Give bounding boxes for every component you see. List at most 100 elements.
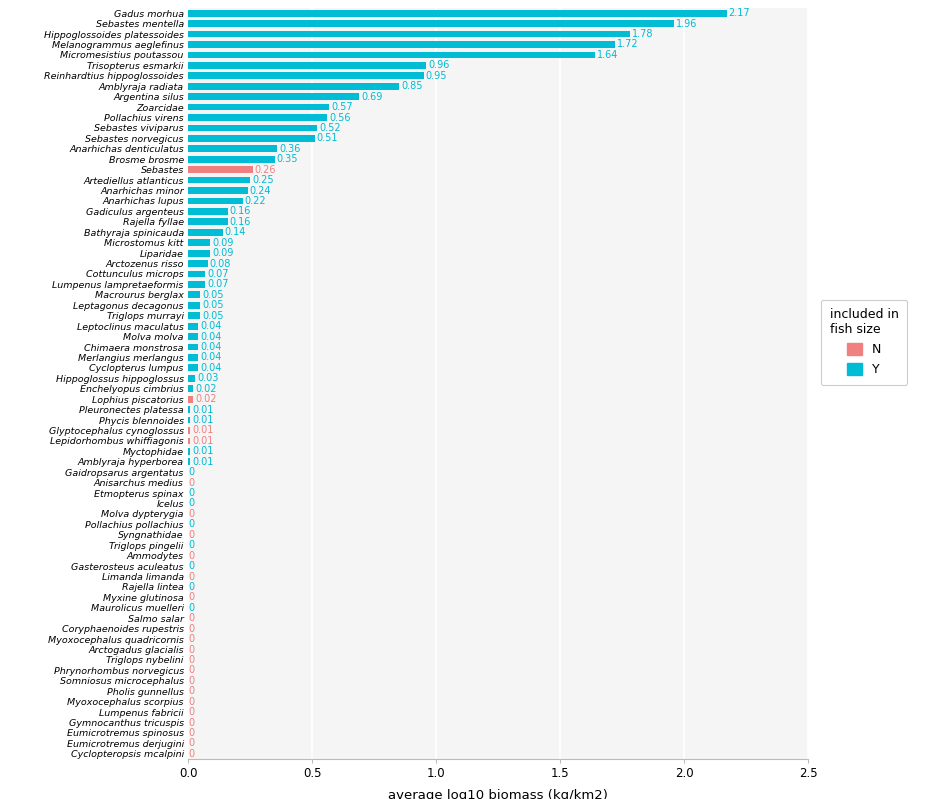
Bar [188,448,191,455]
Text: 0: 0 [189,509,195,519]
Text: 0: 0 [189,697,195,706]
Bar [188,416,191,423]
Text: 0.36: 0.36 [279,144,301,154]
Text: 0.05: 0.05 [202,290,224,300]
Bar [188,52,595,58]
Text: 1.64: 1.64 [597,50,619,60]
Bar [188,250,211,256]
Text: 0: 0 [189,478,195,487]
Text: 0.16: 0.16 [229,206,251,217]
Text: 0.26: 0.26 [255,165,276,175]
Text: 0: 0 [189,655,195,665]
Bar [188,229,223,236]
Text: 0: 0 [189,686,195,696]
Text: 0.24: 0.24 [249,185,271,196]
Text: 0.02: 0.02 [195,394,216,404]
Bar [188,375,196,382]
Text: 0.95: 0.95 [426,71,447,81]
Text: 0.03: 0.03 [197,373,219,384]
Text: 0.57: 0.57 [332,102,353,112]
Bar [188,30,630,38]
Text: 0: 0 [189,488,195,498]
Bar [188,73,424,79]
Bar [188,323,198,329]
Text: 0.52: 0.52 [319,123,340,133]
Text: 0.05: 0.05 [202,300,224,310]
Text: 0.01: 0.01 [193,404,213,415]
Text: 0: 0 [189,582,195,592]
Text: 0: 0 [189,571,195,582]
Bar [188,177,250,184]
X-axis label: average log10 biomass (kg/km2): average log10 biomass (kg/km2) [388,789,608,799]
Text: 0.56: 0.56 [329,113,351,122]
Text: 0.14: 0.14 [225,227,246,237]
Bar [188,156,274,163]
Text: 0.25: 0.25 [252,175,274,185]
Bar [188,187,247,194]
Bar [188,406,191,413]
Bar [188,427,191,434]
Text: 0: 0 [189,602,195,613]
Bar [188,333,198,340]
Bar [188,292,200,298]
Legend: N, Y: N, Y [821,300,907,385]
Bar [188,93,359,100]
Text: 0: 0 [189,738,195,749]
Text: 0: 0 [189,718,195,728]
Bar [188,385,193,392]
Bar [188,438,191,444]
Text: 0.04: 0.04 [200,332,221,342]
Text: 0.07: 0.07 [208,280,228,289]
Text: 0.05: 0.05 [202,311,224,320]
Bar [188,364,198,372]
Bar [188,218,227,225]
Text: 0.04: 0.04 [200,321,221,331]
Bar [188,302,200,308]
Bar [188,10,727,17]
Text: 0: 0 [189,613,195,623]
Text: 0.96: 0.96 [429,61,449,70]
Text: 0: 0 [189,666,195,675]
Text: 2.17: 2.17 [728,8,750,18]
Text: 0: 0 [189,676,195,686]
Text: 0.01: 0.01 [193,415,213,425]
Bar [188,104,329,110]
Text: 0.51: 0.51 [317,133,338,143]
Text: 0: 0 [189,592,195,602]
Bar [188,396,193,403]
Text: 0.69: 0.69 [361,92,383,101]
Bar [188,135,315,141]
Text: 0: 0 [189,561,195,571]
Text: 0.35: 0.35 [277,154,298,165]
Text: 0.22: 0.22 [244,196,266,206]
Text: 0.01: 0.01 [193,457,213,467]
Text: 0: 0 [189,634,195,644]
Bar [188,281,205,288]
Text: 0: 0 [189,624,195,634]
Text: 0.01: 0.01 [193,425,213,435]
Text: 0: 0 [189,707,195,718]
Bar [188,41,615,48]
Text: 0.09: 0.09 [212,248,234,258]
Text: 0: 0 [189,749,195,759]
Text: 1.72: 1.72 [617,39,638,50]
Bar [188,312,200,319]
Text: 0: 0 [189,551,195,561]
Bar [188,240,211,246]
Text: 1.96: 1.96 [677,18,697,29]
Text: 0.04: 0.04 [200,342,221,352]
Text: 0.16: 0.16 [229,217,251,227]
Text: 0.85: 0.85 [401,81,422,91]
Bar [188,125,317,131]
Text: 1.78: 1.78 [632,29,653,39]
Text: 0.02: 0.02 [195,384,216,394]
Bar [188,83,399,89]
Text: 0: 0 [189,728,195,738]
Text: 0.07: 0.07 [208,269,228,279]
Text: 0: 0 [189,645,195,654]
Bar [188,354,198,361]
Bar [188,166,253,173]
Bar [188,62,426,69]
Text: 0.01: 0.01 [193,436,213,446]
Text: 0.04: 0.04 [200,352,221,363]
